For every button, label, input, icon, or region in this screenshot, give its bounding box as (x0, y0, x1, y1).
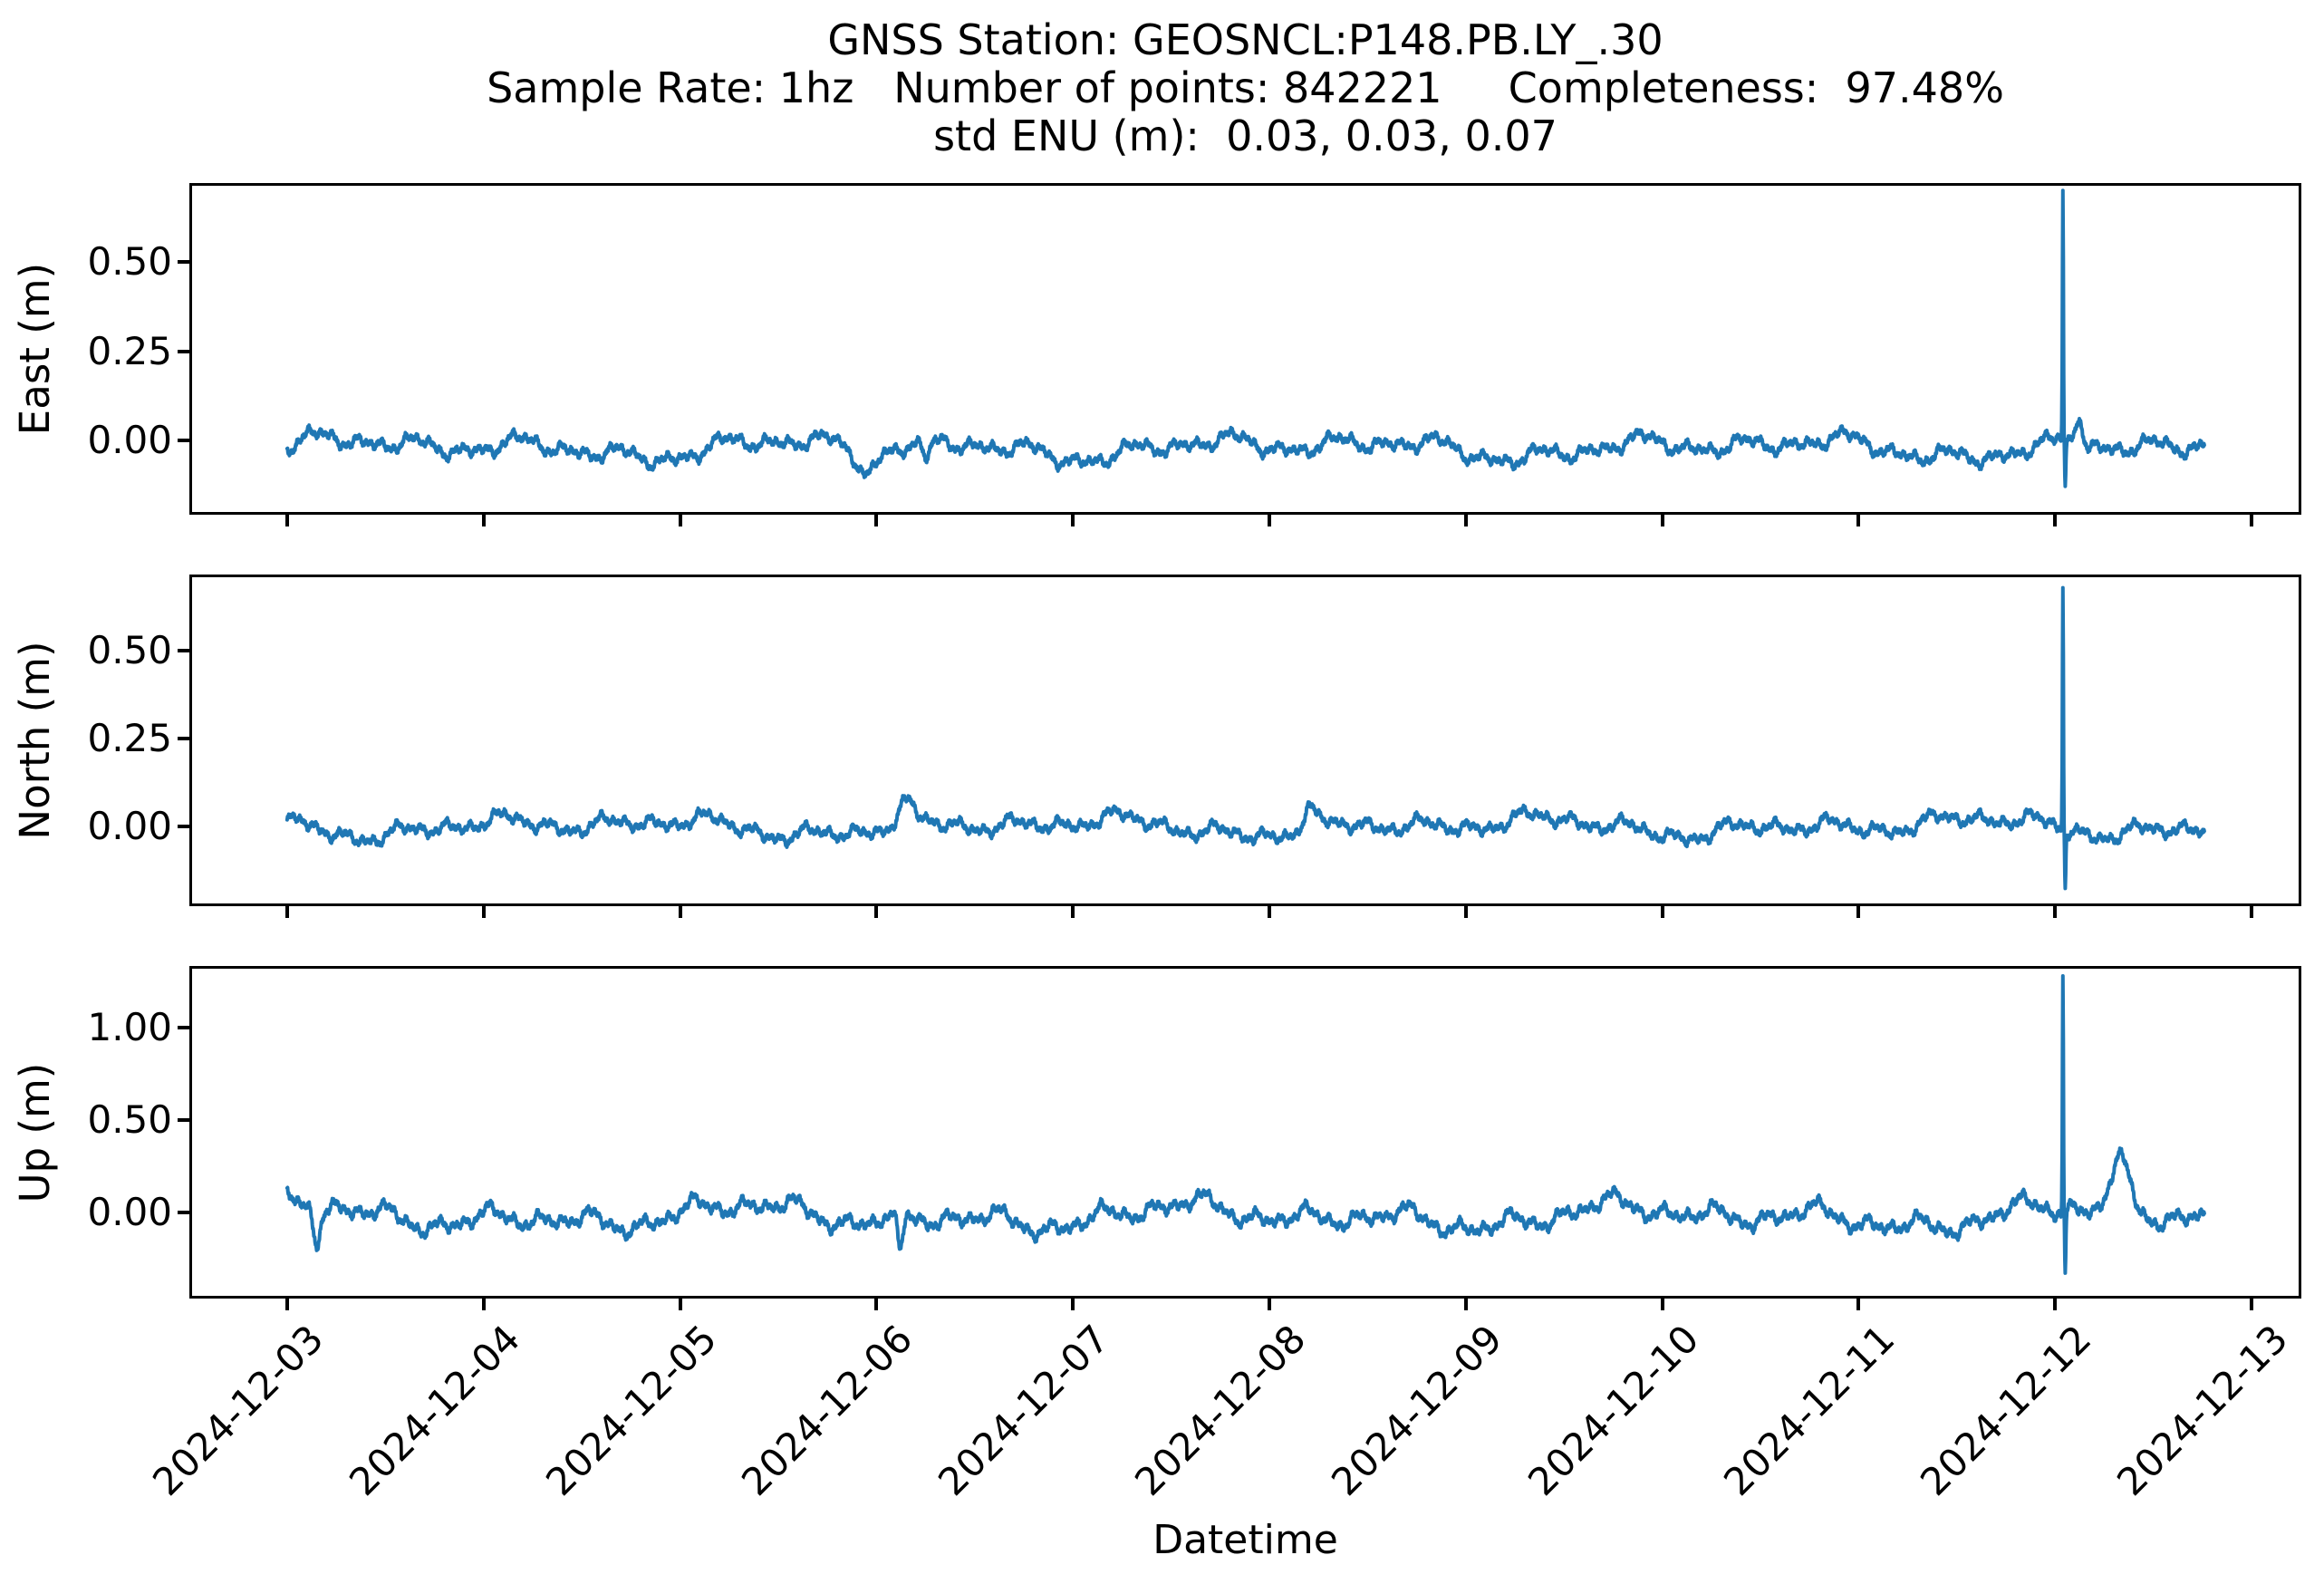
xtick-mark (1267, 515, 1271, 526)
east-plot-panel (189, 183, 2301, 515)
xtick-mark (481, 906, 486, 918)
east-ytick-mark (178, 349, 189, 353)
xtick-mark (1267, 1299, 1271, 1310)
xtick-mark (678, 515, 682, 526)
figure-title-line3: std ENU (m): 0.03, 0.03, 0.07 (933, 111, 1557, 160)
x-axis-title: Datetime (1152, 1517, 1338, 1563)
xtick-mark (1856, 1299, 1861, 1310)
north-ytick-mark (178, 737, 189, 741)
xtick-mark (1660, 906, 1664, 918)
north-series-line (284, 585, 2206, 891)
xtick-mark (1071, 906, 1075, 918)
north-ytick-label: 0.00 (87, 804, 172, 849)
up-plot-panel (189, 966, 2301, 1299)
north-ytick-mark (178, 649, 189, 653)
xtick-mark (1071, 1299, 1075, 1310)
xtick-mark (874, 1299, 879, 1310)
up-ytick-label: 1.00 (87, 1004, 172, 1049)
xtick-mark (1856, 515, 1861, 526)
xtick-mark (1856, 906, 1861, 918)
xtick-mark (1463, 515, 1468, 526)
xtick-mark (1660, 515, 1664, 526)
xtick-mark (1071, 515, 1075, 526)
north-axis-title: North (m) (11, 641, 59, 840)
xtick-mark (1267, 906, 1271, 918)
up-series-line (284, 974, 2206, 1275)
xtick-mark (874, 515, 879, 526)
xtick-mark (481, 515, 486, 526)
east-ytick-label: 0.00 (87, 418, 172, 463)
up-ytick-label: 0.50 (87, 1097, 172, 1142)
north-ytick-label: 0.50 (87, 628, 172, 673)
east-ytick-label: 0.50 (87, 238, 172, 284)
xtick-mark (2249, 906, 2253, 918)
xtick-mark (1660, 1299, 1664, 1310)
xtick-mark (1463, 1299, 1468, 1310)
xtick-mark (2249, 1299, 2253, 1310)
xtick-mark (2053, 1299, 2058, 1310)
east-series-line (284, 188, 2206, 488)
north-plot-panel (189, 575, 2301, 906)
xtick-mark (284, 1299, 289, 1310)
up-ytick-mark (178, 1118, 189, 1122)
east-axis-title: East (m) (11, 262, 59, 436)
east-ytick-label: 0.25 (87, 328, 172, 373)
figure-title-line1: GNSS Station: GEOSNCL:P148.PB.LY_.30 (827, 15, 1663, 64)
north-ytick-label: 0.25 (87, 716, 172, 761)
north-ytick-mark (178, 825, 189, 829)
xtick-mark (2053, 906, 2058, 918)
xtick-mark (284, 906, 289, 918)
xtick-mark (2053, 515, 2058, 526)
xtick-mark (2249, 515, 2253, 526)
figure-title-line2: Sample Rate: 1hz Number of points: 84222… (487, 63, 2004, 112)
xtick-mark (1463, 906, 1468, 918)
xtick-mark (678, 906, 682, 918)
up-ytick-mark (178, 1211, 189, 1215)
up-ytick-label: 0.00 (87, 1190, 172, 1235)
xtick-mark (284, 515, 289, 526)
xtick-mark (874, 906, 879, 918)
east-ytick-mark (178, 259, 189, 264)
xtick-mark (481, 1299, 486, 1310)
xtick-mark (678, 1299, 682, 1310)
up-ytick-mark (178, 1025, 189, 1029)
east-ytick-mark (178, 439, 189, 443)
up-axis-title: Up (m) (11, 1062, 59, 1202)
